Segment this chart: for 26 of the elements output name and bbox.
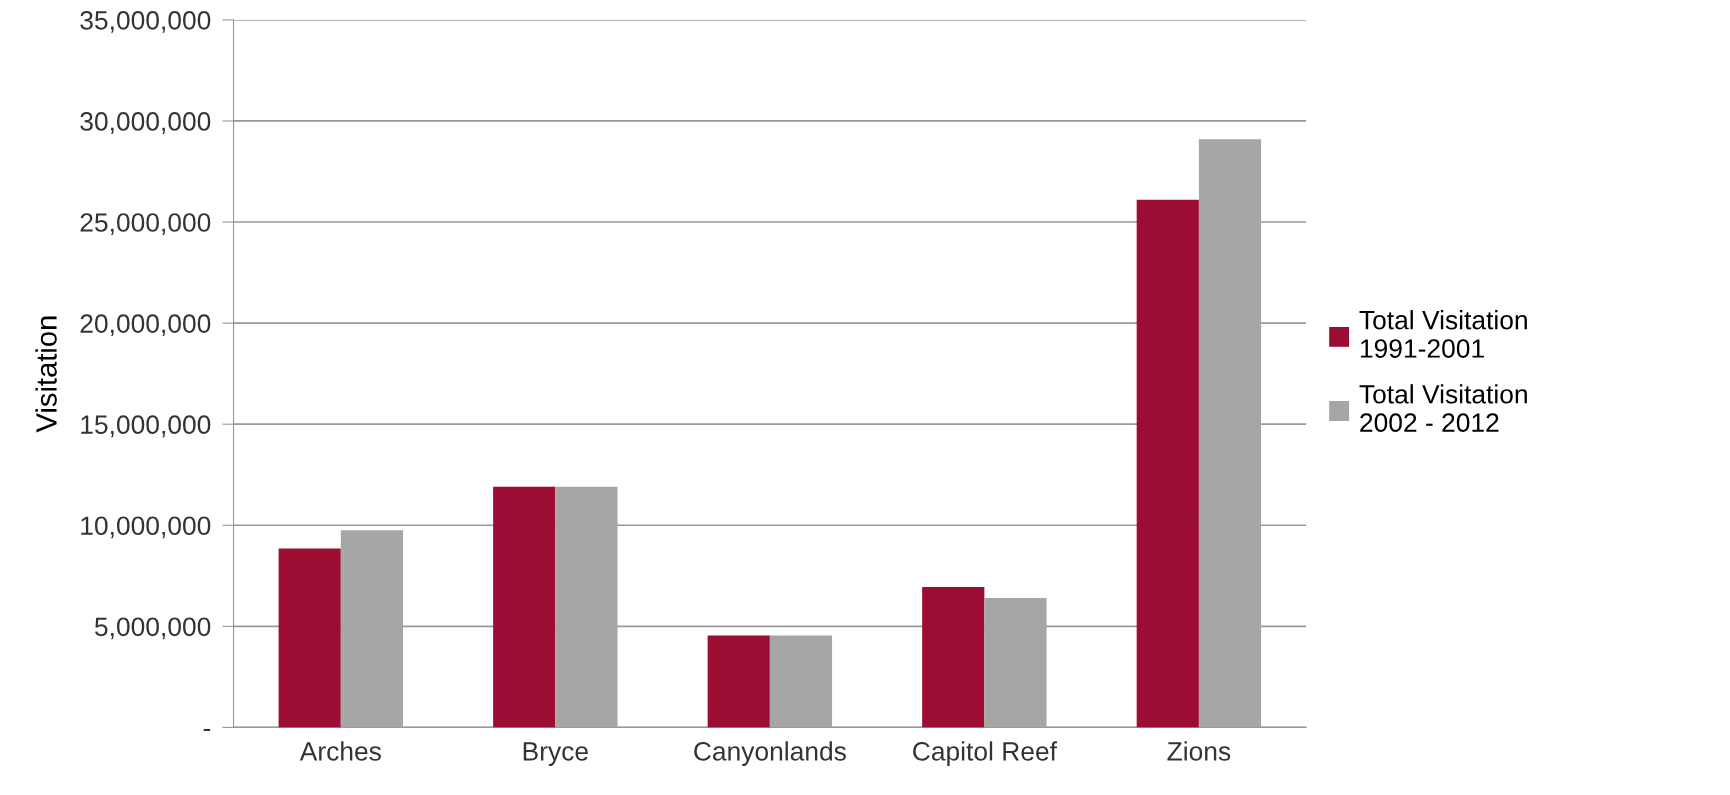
y-tick-label: 15,000,000 — [81, 415, 211, 438]
y-tick-label: 10,000,000 — [81, 516, 211, 539]
y-tick-label: - — [203, 728, 211, 732]
bar — [340, 530, 404, 728]
x-tick-label: Arches — [299, 741, 381, 761]
x-tick-label: Zions — [1167, 741, 1231, 761]
y-tick-label: 5,000,000 — [95, 617, 211, 640]
bar — [922, 586, 985, 728]
bar — [278, 548, 341, 728]
bar — [769, 635, 833, 728]
legend-label: Total Visitation 1991-2001 — [1359, 310, 1527, 358]
bar — [1136, 199, 1199, 728]
y-tick-label: 35,000,000 — [80, 11, 211, 33]
bar — [493, 486, 556, 728]
y-tick-label: 30,000,000 — [80, 112, 211, 134]
x-tick-label: Canyonlands — [694, 741, 846, 766]
bar — [555, 486, 618, 728]
bar — [984, 598, 1047, 728]
y-axis-title: Visitation — [35, 316, 57, 433]
x-tick-label: Capitol Reef — [913, 741, 1058, 766]
legend-label: Total Visitation 2002 - 2012 — [1359, 384, 1527, 433]
x-tick-label: Bryce — [523, 742, 588, 766]
bar — [1198, 139, 1262, 728]
y-tick-label: 25,000,000 — [80, 213, 211, 235]
bar — [707, 635, 770, 728]
y-tick-label: 20,000,000 — [80, 314, 211, 337]
